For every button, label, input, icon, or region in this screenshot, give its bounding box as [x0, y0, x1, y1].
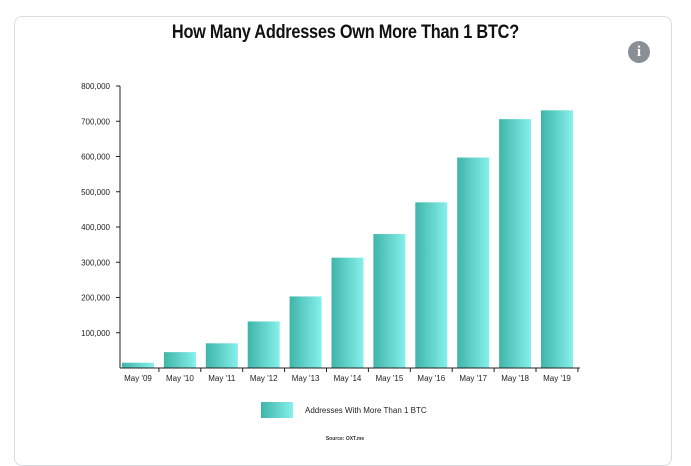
source-note: Source: OXT.me: [326, 436, 365, 442]
bar: [541, 110, 573, 368]
bar-chart: 100,000 200,000 300,000 400,000 500,000 600,0…: [81, 82, 580, 442]
bar: [289, 296, 322, 368]
bar-series: [122, 110, 573, 368]
x-tick-label: May '14: [334, 374, 362, 383]
x-tick-label: May '17: [459, 374, 487, 383]
x-tick-label: May '12: [250, 374, 278, 383]
legend-swatch: [261, 402, 293, 418]
bar: [331, 257, 364, 368]
x-tick-label: May '11: [208, 374, 236, 383]
x-tick-label: May '13: [292, 374, 320, 383]
y-tick-label: 600,000: [81, 153, 110, 162]
bar: [163, 352, 196, 368]
legend: Addresses With More Than 1 BTC: [261, 402, 427, 418]
x-tick-label: May '19: [543, 374, 571, 383]
info-icon[interactable]: i: [628, 41, 650, 63]
x-axis: May '09 May '10 May '11 May '12 May '13 May '…: [120, 367, 580, 383]
bar: [415, 202, 448, 368]
chart-title: How Many Addresses Own More Than 1 BTC?: [171, 22, 519, 43]
x-tick-label: May '16: [417, 374, 445, 383]
y-tick-label: 100,000: [81, 329, 110, 338]
y-tick-label: 800,000: [81, 82, 110, 91]
y-tick-label: 300,000: [81, 258, 110, 267]
bar: [499, 119, 532, 368]
x-tick-label: May '10: [166, 374, 194, 383]
y-tick-label: 400,000: [81, 223, 110, 232]
bar: [122, 362, 154, 368]
legend-label: Addresses With More Than 1 BTC: [305, 406, 427, 415]
y-tick-label: 700,000: [81, 117, 110, 126]
y-axis: 100,000 200,000 300,000 400,000 500,000 600,0…: [81, 82, 121, 368]
bar: [373, 234, 406, 368]
y-tick-label: 200,000: [81, 294, 110, 303]
bar: [457, 157, 490, 368]
x-tick-label: May '09: [124, 374, 152, 383]
y-tick-label: 500,000: [81, 188, 110, 197]
bar: [247, 321, 280, 368]
bar: [205, 343, 238, 368]
x-tick-label: May '18: [501, 374, 529, 383]
x-tick-label: May '15: [376, 374, 404, 383]
